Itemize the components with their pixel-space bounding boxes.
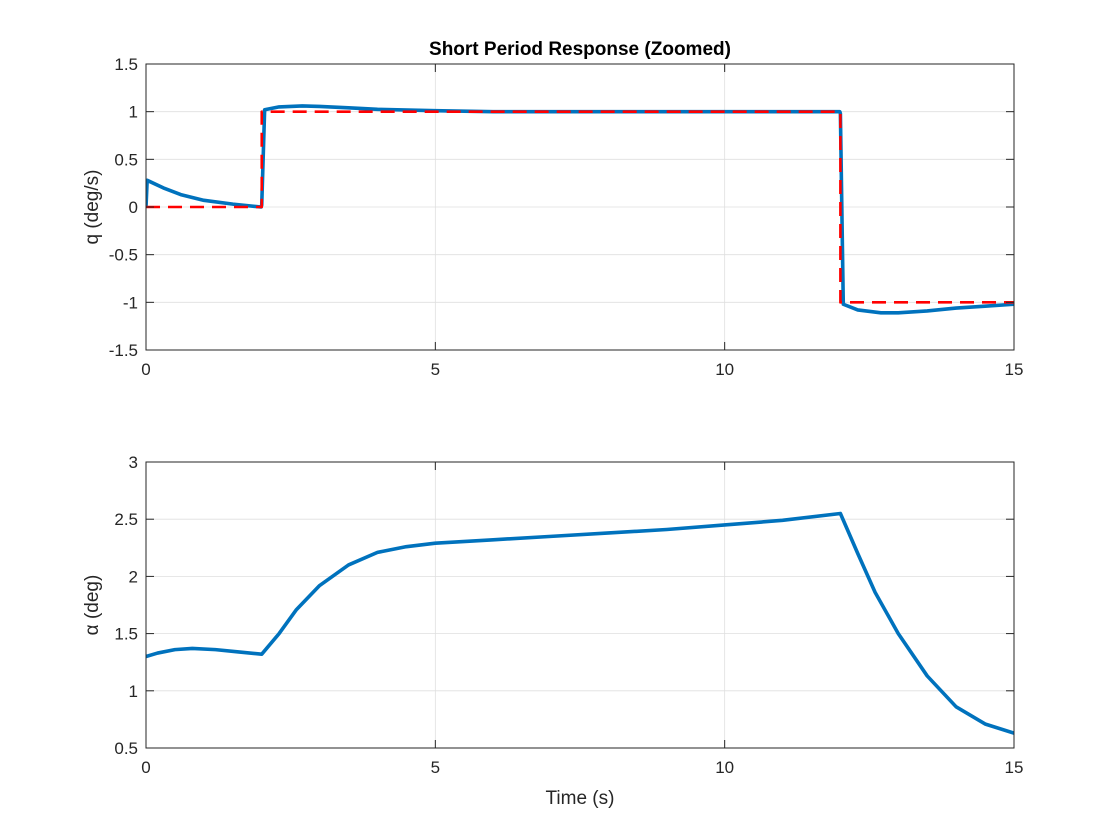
- y-tick-label: 0.5: [114, 150, 138, 169]
- plot-area: [146, 462, 1014, 748]
- y-tick-label: -1: [123, 293, 138, 312]
- x-tick-label: 5: [431, 360, 440, 379]
- x-tick-label: 5: [431, 758, 440, 777]
- command-line: [146, 110, 1014, 304]
- chart-title: Short Period Response (Zoomed): [429, 39, 731, 60]
- x-tick-label: 15: [1005, 360, 1024, 379]
- x-tick-label: 15: [1005, 758, 1024, 777]
- y-tick-label: 2.5: [114, 510, 138, 529]
- alpha-axes: 0 5 10 15 0.5 1 1.5 2 2.5 3 α (deg) Time (s): [82, 453, 1023, 809]
- y-tick-label: 1.5: [114, 55, 138, 74]
- y-tick-label: 0: [129, 198, 138, 217]
- x-tick-label: 0: [141, 758, 150, 777]
- y-axis-label: q (deg/s): [82, 170, 103, 245]
- y-tick-label: 0.5: [114, 739, 138, 758]
- axes-box: [145, 461, 1015, 749]
- y-tick-label: 1: [129, 682, 138, 701]
- y-tick-label: -0.5: [109, 246, 138, 265]
- y-tick-label: -1.5: [109, 341, 138, 360]
- x-tick-label: 10: [715, 360, 734, 379]
- q-axes: 0 5 10 15 -1.5 -1 -0.5 0 0.5 1 1.5 q (deg/s): [82, 55, 1023, 379]
- y-tick-label: 1.5: [114, 625, 138, 644]
- x-tick-label: 10: [715, 758, 734, 777]
- y-tick-label: 1: [129, 103, 138, 122]
- x-tick-label: 0: [141, 360, 150, 379]
- response-line: [146, 511, 1014, 735]
- x-axis-label: Time (s): [546, 788, 615, 809]
- y-tick-label: 2: [129, 567, 138, 586]
- y-axis-label: α (deg): [82, 575, 103, 636]
- y-tick-label: 3: [129, 453, 138, 472]
- response-line: [146, 104, 1014, 315]
